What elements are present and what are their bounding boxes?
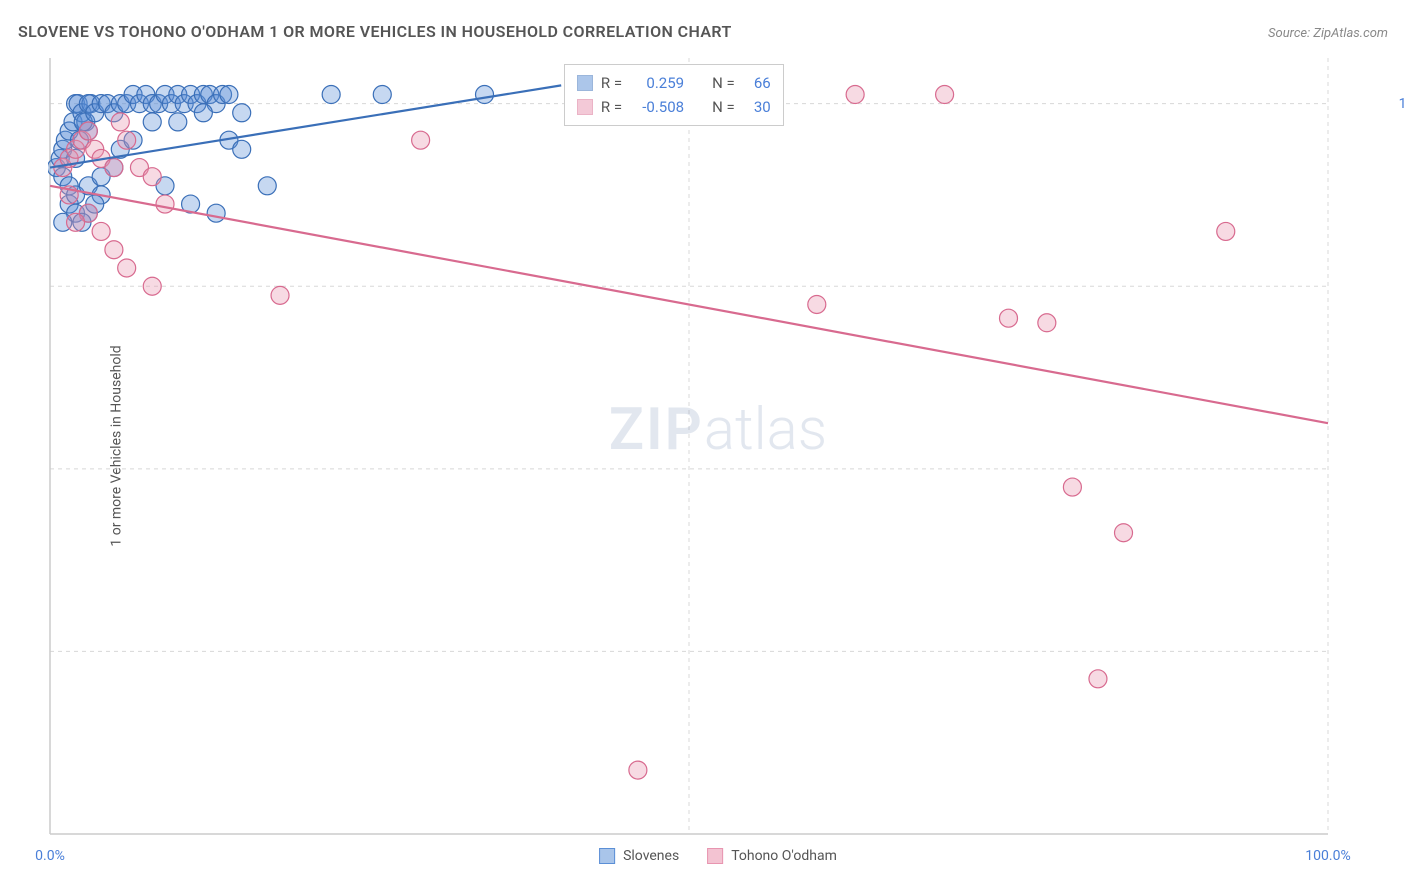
- legend-item: Tohono O'odham: [707, 848, 837, 864]
- data-point: [846, 86, 864, 104]
- data-point: [271, 286, 289, 304]
- data-point: [1063, 478, 1081, 496]
- data-point: [936, 86, 954, 104]
- data-point: [194, 104, 212, 122]
- data-point: [1000, 309, 1018, 327]
- data-point: [233, 104, 251, 122]
- x-tick-label: 100.0%: [1305, 848, 1350, 864]
- stats-row: R =-0.508N =30: [577, 95, 771, 119]
- data-point: [629, 761, 647, 779]
- source-attribution: Source: ZipAtlas.com: [1268, 26, 1388, 41]
- legend-swatch: [599, 848, 615, 864]
- data-point: [92, 222, 110, 240]
- data-point: [1217, 222, 1235, 240]
- legend: Slovenes Tohono O'odham: [599, 848, 837, 864]
- data-point: [233, 140, 251, 158]
- data-point: [207, 204, 225, 222]
- data-point: [118, 131, 136, 149]
- data-point: [79, 122, 97, 140]
- data-point: [143, 113, 161, 131]
- r-value: 0.259: [630, 74, 684, 92]
- stats-swatch: [577, 99, 593, 115]
- legend-swatch: [707, 848, 723, 864]
- x-tick-label: 0.0%: [35, 848, 65, 864]
- data-point: [169, 113, 187, 131]
- n-value: 30: [743, 98, 771, 116]
- data-point: [412, 131, 430, 149]
- plot-canvas: [48, 56, 1388, 836]
- data-point: [1038, 314, 1056, 332]
- data-point: [220, 86, 238, 104]
- data-point: [111, 113, 129, 131]
- data-point: [1115, 524, 1133, 542]
- data-point: [105, 241, 123, 259]
- data-point: [105, 159, 123, 177]
- data-point: [258, 177, 276, 195]
- data-point: [143, 277, 161, 295]
- data-point: [143, 168, 161, 186]
- data-point: [808, 295, 826, 313]
- data-point: [156, 195, 174, 213]
- y-tick-label: 100.0%: [1399, 96, 1406, 112]
- r-value: -0.508: [630, 98, 684, 116]
- data-point: [322, 86, 340, 104]
- legend-item: Slovenes: [599, 848, 679, 864]
- stats-row: R =0.259N =66: [577, 71, 771, 95]
- correlation-stats-box: R =0.259N =66R =-0.508N =30: [564, 64, 784, 126]
- scatter-plot: ZIPatlas R =0.259N =66R =-0.508N =30 40.…: [48, 56, 1388, 836]
- data-point: [476, 86, 494, 104]
- data-point: [1089, 670, 1107, 688]
- legend-label: Slovenes: [623, 848, 679, 864]
- stats-swatch: [577, 75, 593, 91]
- n-value: 66: [743, 74, 771, 92]
- legend-label: Tohono O'odham: [731, 848, 837, 864]
- chart-title: SLOVENE VS TOHONO O'ODHAM 1 OR MORE VEHI…: [18, 22, 732, 41]
- data-point: [373, 86, 391, 104]
- data-point: [67, 213, 85, 231]
- data-point: [118, 259, 136, 277]
